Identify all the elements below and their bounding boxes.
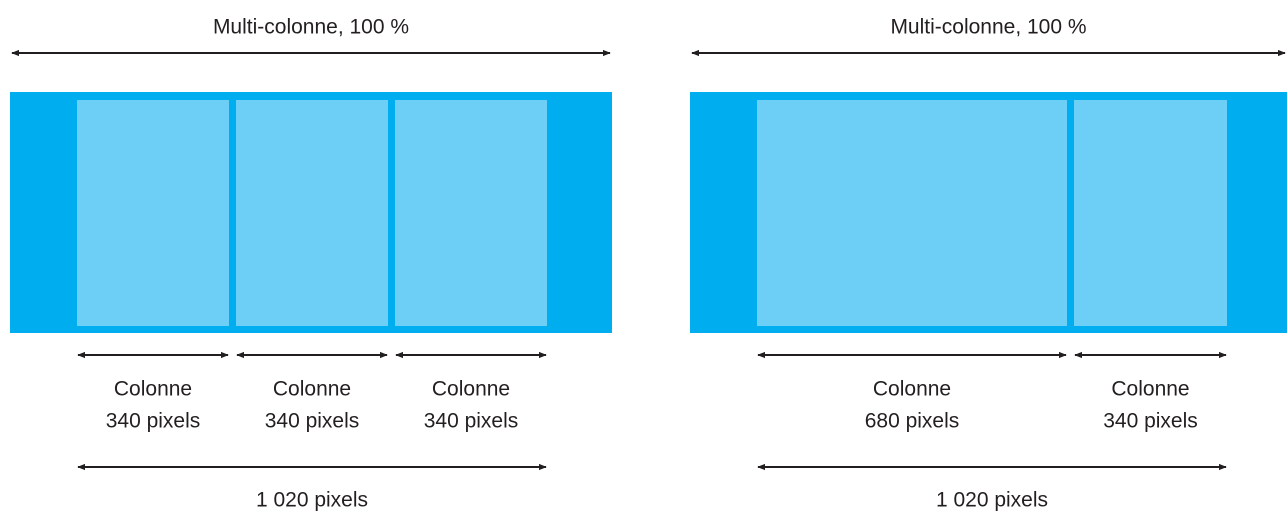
total-label: 1 020 pixels <box>936 489 1048 512</box>
column-width: 340 pixels <box>106 410 201 433</box>
column-width: 340 pixels <box>265 410 360 433</box>
column-width: 340 pixels <box>424 410 519 433</box>
column-label: Colonne <box>873 378 951 401</box>
column <box>395 100 547 326</box>
total-label: 1 020 pixels <box>256 489 368 512</box>
diagram-title: Multi-colonne, 100 % <box>213 16 409 39</box>
column <box>77 100 229 326</box>
diagram-title: Multi-colonne, 100 % <box>890 16 1086 39</box>
column-label: Colonne <box>432 378 510 401</box>
column-label: Colonne <box>273 378 351 401</box>
column-width: 340 pixels <box>1103 410 1198 433</box>
column-width: 680 pixels <box>865 410 960 433</box>
column <box>236 100 388 326</box>
column <box>1074 100 1227 326</box>
column-label: Colonne <box>114 378 192 401</box>
column <box>757 100 1067 326</box>
column-label: Colonne <box>1111 378 1189 401</box>
